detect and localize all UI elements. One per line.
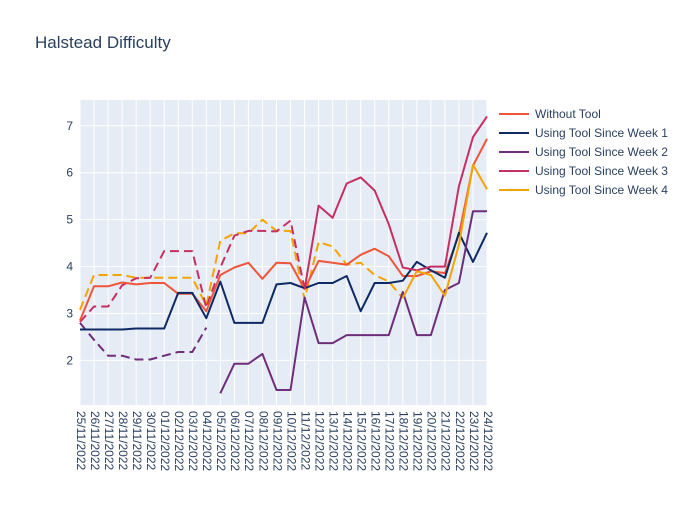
x-tick-label: 04/12/2022	[200, 411, 214, 471]
legend-item[interactable]: Using Tool Since Week 1	[499, 126, 668, 140]
legend-label: Using Tool Since Week 3	[535, 164, 668, 178]
x-tick-label: 14/12/2022	[340, 411, 354, 471]
x-tick-label: 30/11/2022	[144, 411, 158, 470]
x-tick-label: 25/11/2022	[74, 411, 88, 470]
x-tick-label: 13/12/2022	[326, 411, 340, 471]
x-tick-label: 10/12/2022	[284, 411, 298, 471]
series-line-without-tool	[79, 138, 488, 321]
y-tick-label: 4	[66, 260, 73, 274]
plot-area	[80, 100, 487, 405]
x-tick-label: 20/12/2022	[425, 411, 439, 471]
y-tick-label: 2	[66, 353, 73, 367]
x-tick-label: 02/12/2022	[172, 411, 186, 471]
legend-label: Without Tool	[535, 107, 601, 121]
x-tick-label: 21/12/2022	[439, 411, 453, 471]
legend-item[interactable]: Without Tool	[499, 107, 601, 121]
y-tick-label: 3	[66, 307, 73, 321]
x-tick-label: 09/12/2022	[270, 411, 284, 471]
x-tick-label: 28/11/2022	[116, 411, 130, 470]
x-tick-label: 11/12/2022	[298, 411, 312, 470]
y-tick-label: 6	[66, 166, 73, 180]
x-tick-label: 07/12/2022	[242, 411, 256, 471]
x-tick-label: 24/12/2022	[481, 411, 495, 471]
series-line-using-tool-since-week-1	[80, 231, 488, 331]
series-line-using-tool-since-week-2	[219, 210, 487, 394]
x-tick-label: 15/12/2022	[355, 411, 369, 471]
x-tick-label: 17/12/2022	[383, 411, 397, 471]
x-tick-label: 22/12/2022	[453, 411, 467, 471]
x-tick-label: 27/11/2022	[102, 411, 116, 470]
series-line-dashed-7	[79, 322, 208, 361]
legend-item[interactable]: Using Tool Since Week 2	[499, 145, 668, 159]
x-tick-label: 01/12/2022	[158, 411, 172, 471]
x-tick-label: 03/12/2022	[186, 411, 200, 471]
y-tick-label: 7	[66, 119, 73, 133]
chart-title: Halstead Difficulty	[35, 33, 171, 52]
legend-item[interactable]: Using Tool Since Week 4	[499, 183, 668, 197]
x-tick-label: 18/12/2022	[397, 411, 411, 471]
x-tick-label: 06/12/2022	[228, 411, 242, 471]
x-tick-label: 26/11/2022	[88, 411, 102, 470]
x-tick-label: 12/12/2022	[312, 411, 326, 471]
series-line-dashed-6	[79, 219, 306, 323]
y-tick-label: 5	[66, 213, 73, 227]
series-line-using-tool-since-week-4	[401, 163, 488, 299]
series-line-using-tool-since-week-3	[303, 115, 488, 290]
series-line-dashed-5	[79, 218, 404, 311]
legend-label: Using Tool Since Week 1	[535, 126, 668, 140]
legend-item[interactable]: Using Tool Since Week 3	[499, 164, 668, 178]
x-tick-label: 29/11/2022	[130, 411, 144, 470]
legend-label: Using Tool Since Week 4	[535, 183, 668, 197]
x-tick-label: 08/12/2022	[256, 411, 270, 471]
x-tick-label: 23/12/2022	[467, 411, 481, 471]
x-tick-label: 19/12/2022	[411, 411, 425, 471]
x-tick-label: 05/12/2022	[214, 411, 228, 471]
legend-label: Using Tool Since Week 2	[535, 145, 668, 159]
x-tick-label: 16/12/2022	[369, 411, 383, 471]
